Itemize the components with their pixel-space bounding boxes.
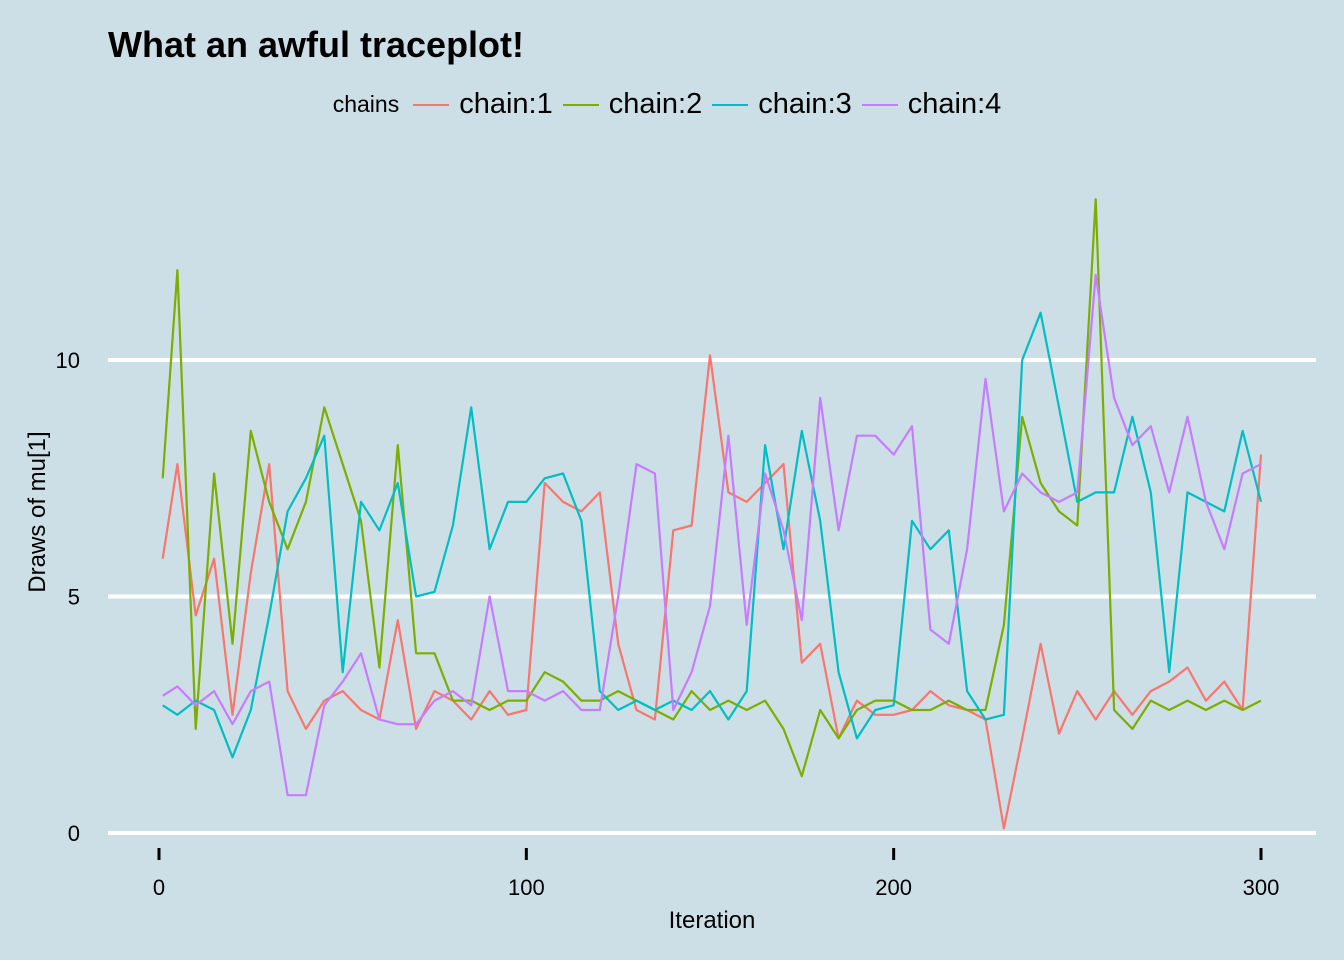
legend-item-chain-1: chain:1 (413, 88, 553, 121)
x-axis-label: Iteration (669, 907, 756, 934)
series-line-chain-1 (161, 354, 1263, 830)
legend-item-chain-2: chain:2 (562, 88, 703, 121)
x-tick-label: 0 (153, 875, 165, 900)
series-line-chain-4 (162, 273, 1262, 797)
series-line-chain-2 (161, 198, 1262, 778)
y-tick-label: 0 (68, 821, 80, 846)
legend-title: chains (332, 91, 400, 117)
legend-label: chain:2 (608, 88, 703, 120)
legend-label: chain:1 (459, 88, 553, 120)
chart-title: What an awful traceplot! (108, 24, 525, 65)
legend-key (712, 103, 749, 106)
legend-item-chain-3: chain:3 (712, 88, 852, 121)
legend-key (562, 103, 599, 106)
y-axis-label: Draws of mu[1] (24, 431, 51, 592)
x-tick-label: 100 (508, 875, 545, 900)
legend-key (861, 103, 898, 106)
y-tick-label: 5 (68, 585, 80, 610)
legend-label: chain:3 (758, 88, 852, 120)
y-tick-label: 10 (56, 348, 80, 373)
legend: chains chain:1 chain:2 chain:3 chain:4 (0, 88, 1344, 121)
x-tick-label: 200 (875, 875, 912, 900)
legend-item-chain-4: chain:4 (861, 88, 1002, 121)
x-tick-label: 300 (1243, 875, 1280, 900)
series-line-chain-3 (162, 311, 1263, 759)
legend-label: chain:4 (907, 88, 1002, 120)
legend-key (413, 103, 450, 106)
